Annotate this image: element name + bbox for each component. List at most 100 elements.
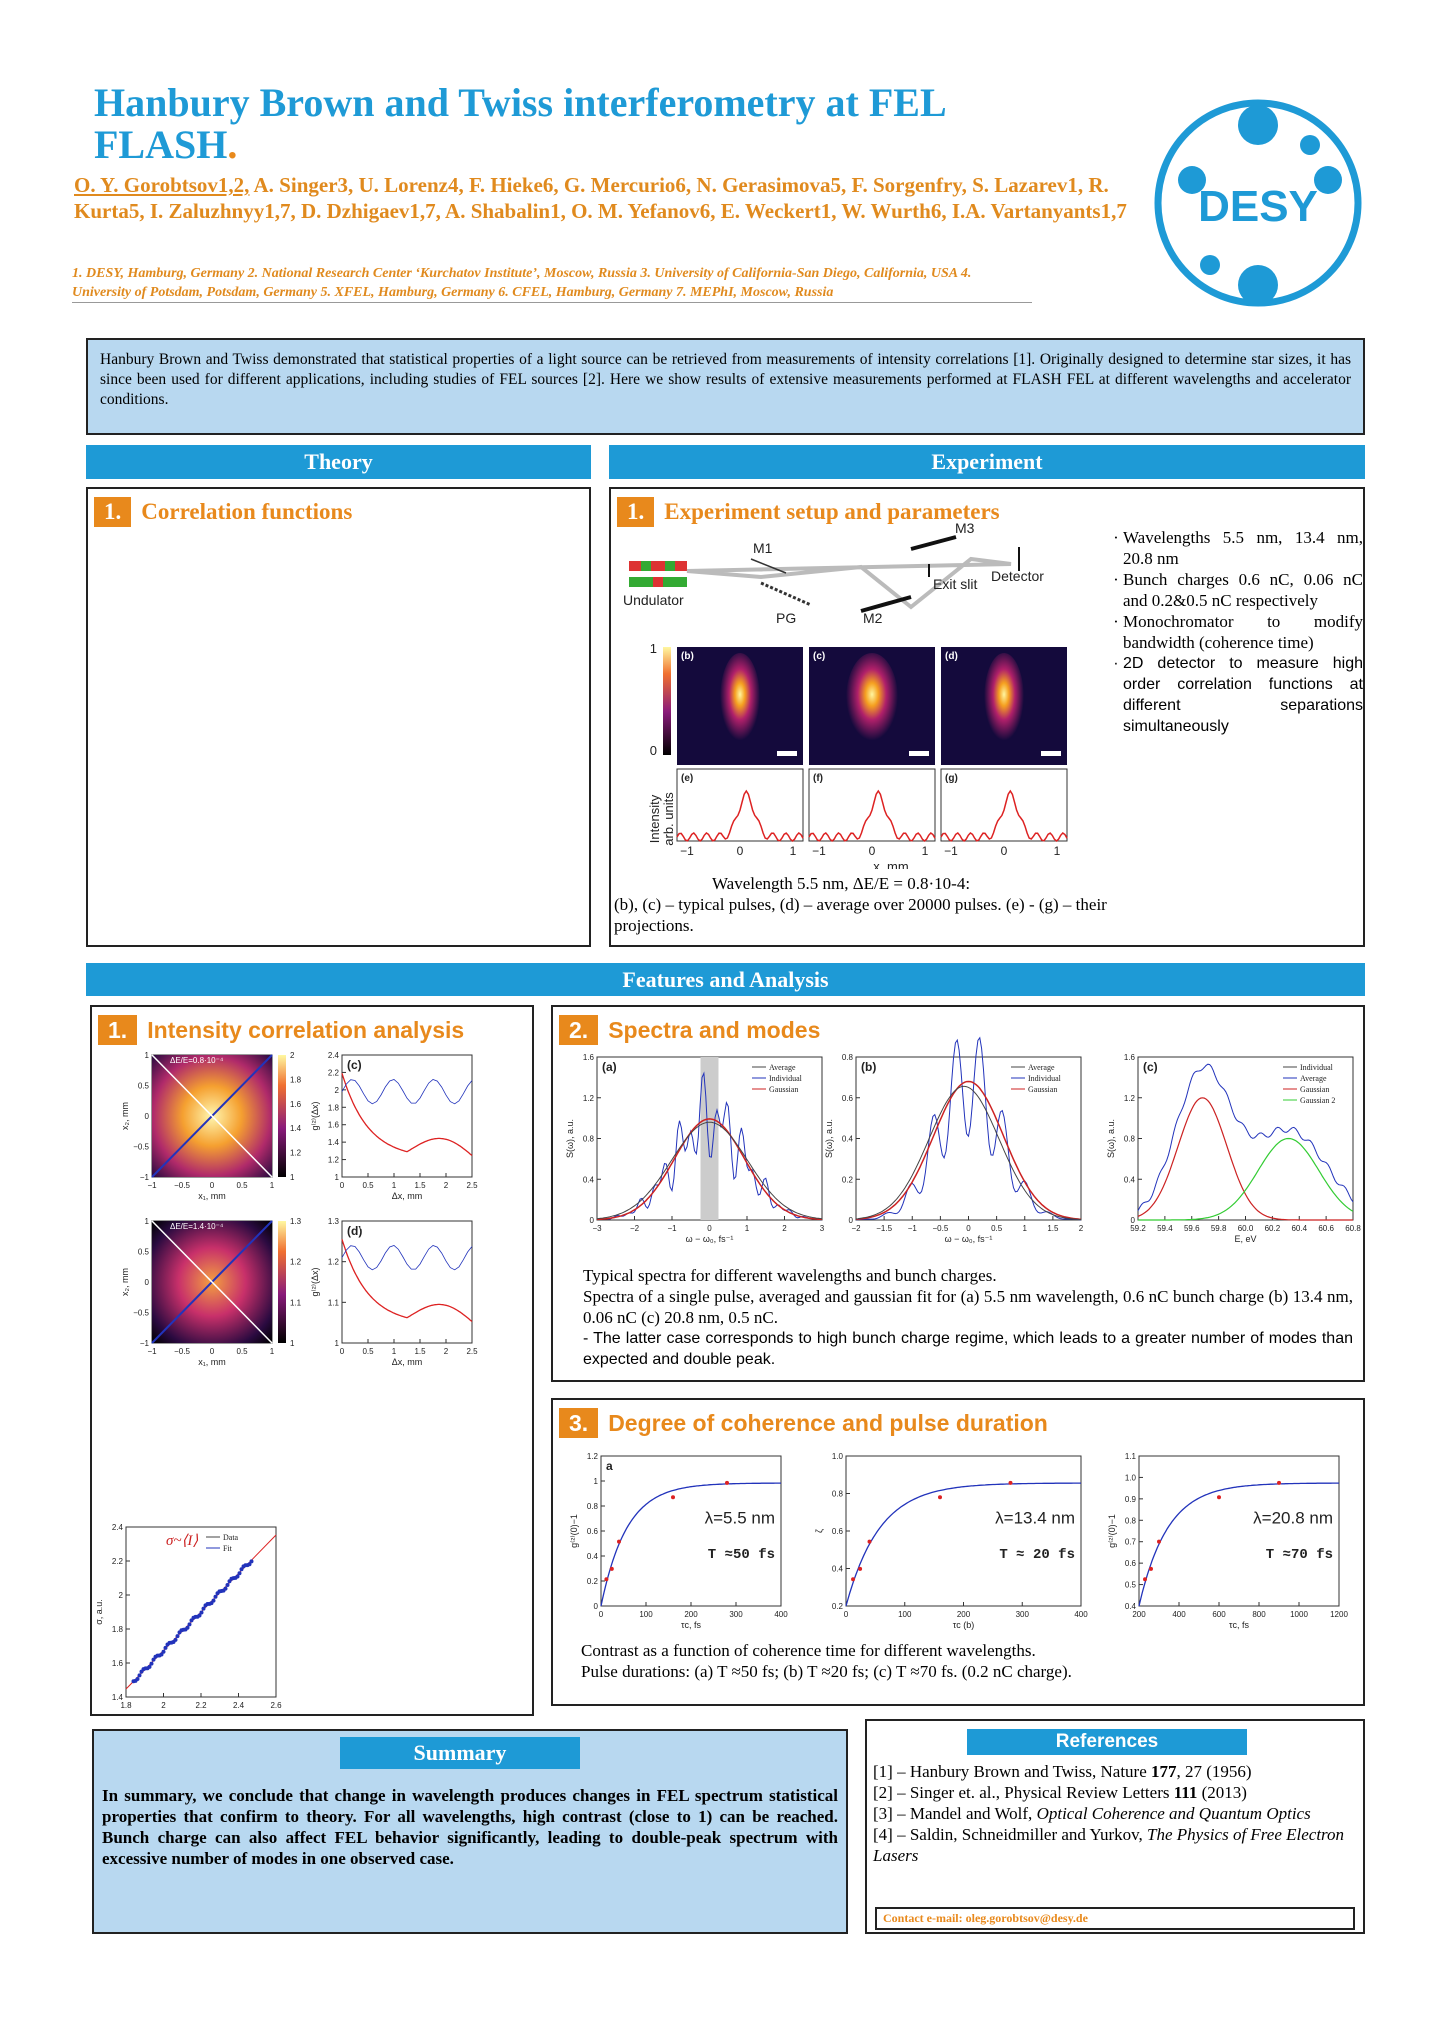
panel-label: (d) — [945, 651, 958, 662]
point — [617, 1539, 621, 1544]
x-tick-label: 0.5 — [236, 1181, 248, 1190]
x-tick-label: 3 — [820, 1224, 825, 1233]
point — [197, 1613, 202, 1618]
intro: Hanbury Brown and Twiss demonstrated tha… — [86, 338, 1365, 435]
x-tick-label: 1 — [790, 844, 797, 858]
y-tick-label: −1 — [140, 1339, 150, 1348]
y-tick-label: 2 — [335, 1086, 340, 1095]
caption: Contrast as a function of coherence time… — [581, 1640, 1351, 1682]
wavelength-label: λ=5.5 nm — [705, 1509, 775, 1528]
curve — [596, 1118, 823, 1221]
y-tick-label: 0.6 — [832, 1527, 844, 1536]
reference-part: 177 — [1151, 1762, 1177, 1781]
x-tick-label: 1 — [392, 1347, 397, 1356]
x-tick-label: 1.5 — [414, 1181, 426, 1190]
y-label: x₂, mm — [120, 1102, 130, 1130]
y-label: g⁽²⁾(0)−1 — [569, 1514, 579, 1548]
caption: Typical spectra for different wavelength… — [583, 1265, 1353, 1370]
x-tick-label: 2.2 — [195, 1701, 207, 1710]
curve — [855, 1080, 1082, 1220]
x-tick-label: −0.5 — [174, 1181, 190, 1190]
legend-label: Average — [769, 1063, 796, 1072]
point — [149, 1661, 154, 1666]
panel-label: (a) — [602, 1060, 617, 1074]
summary-box: Summary In summary, we conclude that cha… — [92, 1729, 848, 1934]
y-tick-label: 0.2 — [842, 1175, 854, 1184]
caption-line: Wavelength 5.5 nm, ΔE/E = 0.8·10-4: — [712, 874, 971, 893]
projection-frame — [676, 768, 804, 842]
plot-frame — [600, 1455, 782, 1607]
setup-box: 1. Experiment setup and parameters M3 M1 … — [609, 487, 1365, 947]
x-tick-label: 59.2 — [1130, 1224, 1146, 1233]
colorbar-label: 1.8 — [290, 1075, 302, 1084]
y-tick-label: 0.8 — [832, 1490, 844, 1499]
panel-label: (f) — [813, 773, 823, 784]
label: M3 — [955, 520, 975, 536]
point — [867, 1539, 872, 1544]
y-tick-label: 1.6 — [1124, 1053, 1136, 1062]
y-tick-label: 1.1 — [328, 1298, 340, 1307]
point — [249, 1559, 254, 1564]
legend-label: Fit — [223, 1544, 233, 1553]
box-number: 1. — [94, 497, 132, 527]
y-tick-label: 1.1 — [1125, 1452, 1137, 1461]
mirror — [750, 558, 787, 574]
x-tick-label: 60.6 — [1318, 1224, 1334, 1233]
legend-label: Gaussian — [1028, 1085, 1057, 1094]
y-tick-label: 1.8 — [328, 1103, 340, 1112]
box-number: 1. — [98, 1015, 138, 1045]
lead-author: O. Y. Gorobtsov1,2, — [74, 173, 250, 197]
projection-frame — [940, 768, 1068, 842]
box-number: 3. — [559, 1408, 599, 1438]
y-tick-label: 0.4 — [832, 1565, 844, 1574]
x-tick-label: 2.5 — [466, 1347, 478, 1356]
coherence-box: 3. Degree of coherence and pulse duration… — [551, 1398, 1365, 1706]
x-tick-label: 0 — [869, 844, 876, 858]
y-label: S(ω), a.u. — [565, 1119, 575, 1158]
panel-label: (g) — [945, 773, 958, 784]
reference-part: The Physics of Free Electron Lasers — [873, 1825, 1345, 1865]
x-label: τc (b) — [953, 1620, 975, 1630]
point — [137, 1673, 142, 1678]
x-tick-label: 2.5 — [466, 1181, 478, 1190]
y-tick-label: 0.2 — [587, 1577, 599, 1586]
bullet: 2D detector to measure high order correl… — [1123, 653, 1363, 737]
x-tick-label: 0 — [340, 1347, 345, 1356]
title-line2: FLASH — [94, 122, 228, 167]
y-tick-label: 0 — [145, 1112, 150, 1121]
x-tick-label: −1 — [944, 844, 958, 858]
point — [213, 1594, 218, 1599]
box-number: 1. — [617, 497, 655, 527]
x-tick-label: 1000 — [1290, 1610, 1308, 1619]
y-tick-label: 0 — [145, 1278, 150, 1287]
legend-label: Data — [223, 1533, 239, 1542]
logo-text: DESY — [1198, 182, 1318, 231]
x-tick-label: 59.8 — [1211, 1224, 1227, 1233]
x-tick-label: 0 — [966, 1224, 971, 1233]
section-bar: Experiment — [609, 445, 1365, 479]
x-label: x₁, mm — [198, 1357, 226, 1367]
x-tick-label: 200 — [1132, 1610, 1146, 1619]
y-tick-label: 0.6 — [842, 1094, 854, 1103]
x-tick-label: −1 — [147, 1181, 157, 1190]
y-tick-label: 2 — [119, 1591, 124, 1600]
spectra-figure: −3 −2 −1 0 1 2 3 0 0.4 0.8 1.2 1.6 (a) ω − ω₀, fs⁻¹ S(… — [565, 1036, 1361, 1244]
x-tick-label: 1 — [392, 1181, 397, 1190]
point — [201, 1606, 206, 1611]
x-tick-label: 1 — [1054, 844, 1061, 858]
x-tick-label: 0.5 — [236, 1347, 248, 1356]
curve — [341, 1245, 473, 1271]
caption-line: Spectra of a single pulse, averaged and … — [583, 1287, 1353, 1327]
x-tick-label: 0 — [707, 1224, 712, 1233]
point — [851, 1577, 856, 1582]
y-tick-label: 1 — [594, 1477, 599, 1486]
label: M2 — [863, 610, 883, 626]
y-tick-label: 0.4 — [583, 1175, 595, 1184]
intensity-box: 1. Intensity correlation analysis −1 −0.5 0… — [90, 1005, 534, 1716]
reference: [3] – Mandel and Wolf, Optical Coherence… — [873, 1803, 1353, 1824]
bullet: Monochromator to modify bandwidth (coher… — [1123, 611, 1363, 653]
y-tick-label: 1 — [145, 1217, 150, 1226]
y-label: g⁽²⁾(Δx) — [310, 1268, 320, 1297]
